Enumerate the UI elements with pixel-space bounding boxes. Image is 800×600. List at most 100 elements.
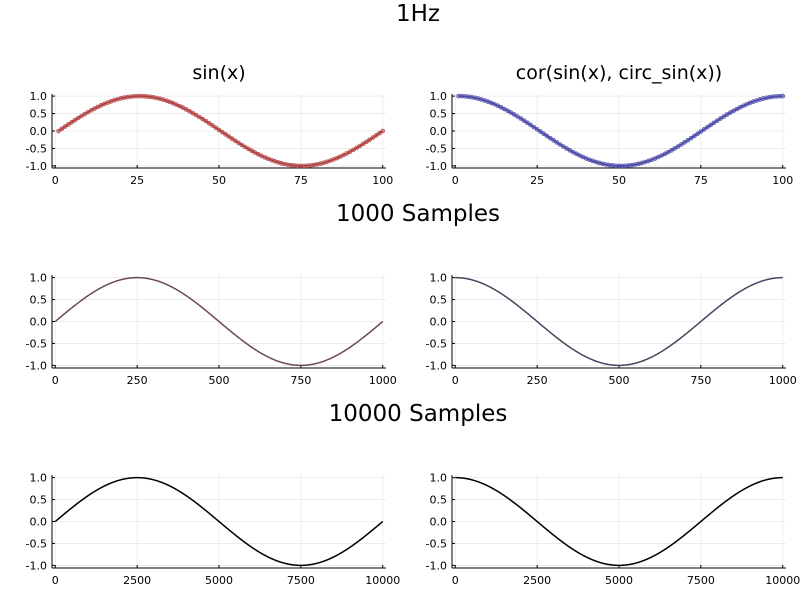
y-tick-label: 0.5	[30, 294, 48, 307]
data-point	[544, 133, 550, 139]
data-point	[534, 127, 540, 132]
x-tick-label: 25	[530, 174, 544, 187]
subplot-title: cor(sin(x), circ_sin(x))	[516, 62, 722, 84]
data-point	[711, 120, 717, 126]
data-point	[236, 140, 241, 146]
x-tick-label: 75	[694, 174, 708, 187]
y-tick-label: -1.0	[426, 160, 447, 173]
x-tick-label: 7500	[687, 574, 715, 587]
y-tick-label: 0.5	[30, 494, 48, 507]
section-title-1000-samples: 1000 Samples	[336, 201, 500, 227]
y-tick-label: 0.5	[430, 294, 448, 307]
data-point	[79, 113, 84, 119]
y-tick-label: -0.5	[426, 537, 447, 550]
x-tick-label: 750	[290, 374, 311, 387]
subplot-grid: 0 25 50 75 100 1.0 0.5 0.0 -0.5 -1.0 sin(x) 0 25 50 75…	[26, 62, 800, 587]
x-tick-label: 2500	[523, 574, 551, 587]
x-tick-label: 10000	[365, 574, 400, 587]
subplot-6: 0 2500 5000 7500 10000 1.0 0.5 0.0 -0.5 -1.0	[426, 472, 800, 587]
data-point	[718, 116, 723, 121]
data-point	[354, 145, 359, 151]
subplot-4: 0 250 500 750 1000 1.0 0.5 0.0 -0.5 -1.0	[426, 272, 797, 387]
data-point	[380, 128, 386, 134]
x-tick-label: 1000	[369, 374, 397, 387]
x-tick-label: 50	[612, 174, 626, 187]
y-tick-label: -0.5	[426, 337, 447, 350]
y-tick-label: 0.5	[430, 494, 448, 507]
data-point	[203, 118, 209, 124]
x-tick-label: 0	[452, 574, 459, 587]
data-point	[206, 121, 212, 126]
y-tick-label: 1.0	[30, 272, 48, 285]
subplot-2: 0 25 50 75 100 1.0 0.5 0.0 -0.5 -1.0 cor(sin(x), c…	[426, 62, 794, 187]
y-tick-label: 0.5	[430, 108, 448, 121]
y-tick-label: -1.0	[26, 359, 47, 372]
data-point	[59, 126, 65, 132]
series-line	[455, 276, 783, 367]
data-point	[515, 114, 520, 119]
x-tick-label: 10000	[765, 574, 800, 587]
x-tick-label: 0	[52, 174, 59, 187]
data-point	[72, 117, 78, 123]
data-point	[229, 136, 235, 141]
data-point	[672, 146, 677, 151]
data-point	[62, 124, 68, 129]
data-point	[551, 138, 556, 143]
data-point	[210, 123, 215, 128]
x-tick-label: 50	[212, 174, 226, 187]
y-tick-label: 0.0	[430, 125, 448, 138]
data-point	[557, 142, 563, 147]
x-tick-label: 500	[609, 374, 630, 387]
x-tick-label: 0	[452, 174, 459, 187]
y-tick-label: -0.5	[26, 337, 47, 350]
data-point	[525, 120, 530, 126]
x-tick-label: 750	[690, 374, 711, 387]
y-tick-label: 0.5	[30, 108, 48, 121]
x-tick-label: 100	[772, 174, 793, 187]
data-point	[521, 118, 527, 123]
data-point	[701, 127, 707, 132]
series-line	[455, 476, 783, 567]
subplot-5: 0 2500 5000 7500 10000 1.0 0.5 0.0 -0.5 -1.0	[26, 472, 401, 587]
x-tick-label: 500	[209, 374, 230, 387]
data-point	[561, 144, 566, 149]
data-point	[367, 137, 372, 143]
series-line	[54, 276, 384, 367]
data-point	[69, 119, 74, 125]
y-tick-label: 1.0	[430, 272, 448, 285]
data-point	[724, 112, 730, 117]
data-point	[531, 124, 537, 130]
data-point	[692, 133, 697, 139]
x-tick-label: 7500	[287, 574, 315, 587]
y-tick-label: -1.0	[426, 359, 447, 372]
data-point	[538, 129, 543, 134]
y-tick-label: -1.0	[26, 559, 47, 572]
y-tick-label: -0.5	[26, 142, 47, 155]
data-point	[705, 124, 710, 130]
y-tick-label: 0.0	[430, 316, 448, 329]
data-point	[213, 125, 219, 130]
data-point	[75, 115, 81, 121]
data-point	[219, 129, 225, 135]
y-tick-label: 0.0	[30, 516, 48, 529]
x-tick-label: 25	[130, 174, 144, 187]
data-point	[56, 128, 61, 134]
data-point	[675, 144, 681, 149]
figure-main-title: 1Hz	[396, 1, 440, 27]
data-point	[66, 122, 71, 127]
data-point	[223, 132, 228, 137]
data-point	[200, 116, 205, 122]
y-tick-label: 1.0	[30, 90, 48, 103]
data-point	[370, 135, 376, 140]
data-point	[508, 110, 514, 115]
x-tick-label: 1000	[769, 374, 797, 387]
y-tick-label: -0.5	[426, 142, 447, 155]
data-point	[678, 142, 684, 147]
data-point	[511, 112, 517, 117]
y-tick-label: -1.0	[426, 559, 447, 572]
x-tick-label: 75	[294, 174, 308, 187]
y-tick-label: 1.0	[430, 90, 448, 103]
data-point	[780, 93, 786, 99]
data-point	[547, 135, 553, 141]
